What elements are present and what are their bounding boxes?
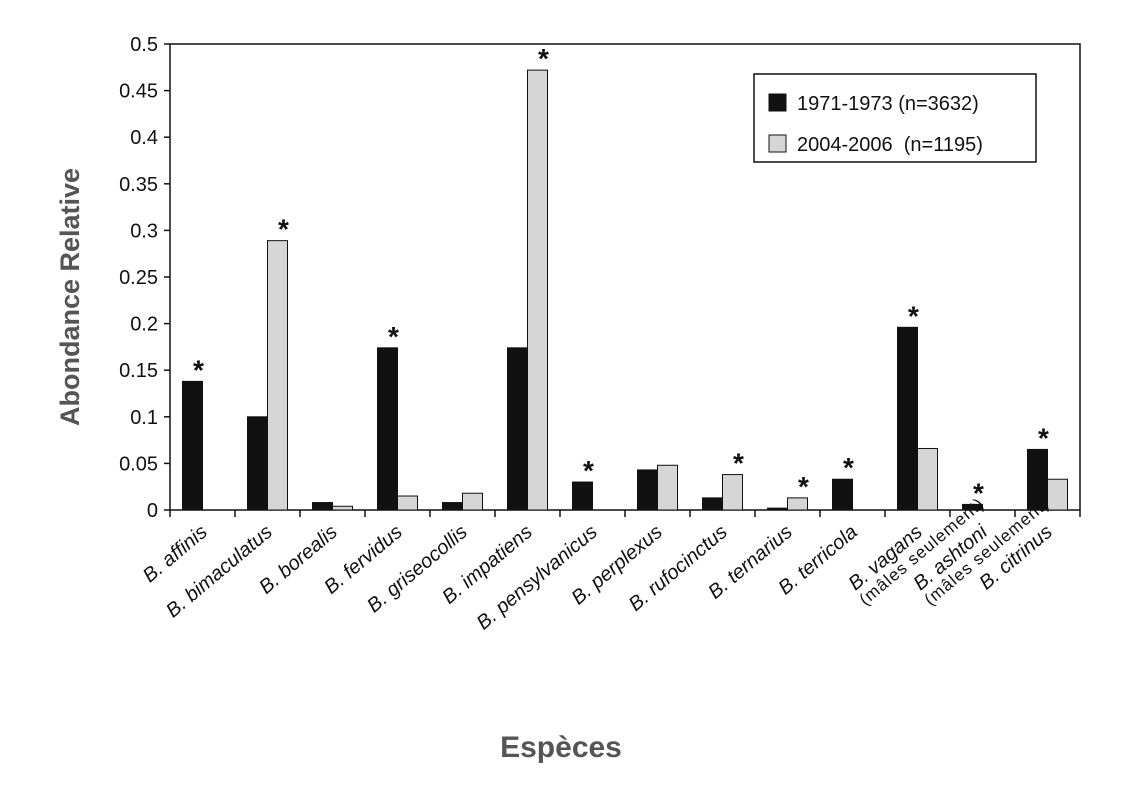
legend-label-1971-1973: 1971-1973 (n=3632) (797, 93, 979, 115)
category-label-text: B. pensylvanicus (473, 521, 602, 634)
bar-1971-1973 (377, 347, 398, 511)
y-tick-label: 0.4 (130, 127, 158, 149)
bar-1971-1973 (247, 416, 268, 511)
significance-star: * (973, 477, 984, 508)
bar-2004-2006 (397, 495, 418, 511)
significance-star: * (843, 452, 854, 483)
x-axis-title: Espèces (500, 731, 622, 764)
bar-2004-2006 (527, 69, 548, 511)
category-label: B. pensylvanicus (473, 521, 602, 634)
bar-1971-1973 (507, 347, 528, 511)
bar-1971-1973 (832, 478, 853, 511)
bar-1971-1973 (442, 502, 463, 511)
significance-markers: * * * * * * * * * * * (193, 43, 1049, 508)
bar-2004-2006 (657, 464, 678, 511)
bar-2004-2006 (267, 240, 288, 511)
y-tick-label: 0.2 (130, 314, 158, 336)
significance-star: * (193, 354, 204, 385)
significance-star: * (908, 300, 919, 331)
bars (182, 69, 1068, 511)
bar-2004-2006 (722, 474, 743, 511)
bar-2004-2006 (332, 505, 353, 511)
significance-star: * (798, 471, 809, 502)
significance-star: * (278, 214, 289, 245)
legend: 1971-1973 (n=3632) 2004-2006 (n=1195) (753, 73, 1037, 163)
bar-1971-1973 (767, 507, 788, 511)
y-tick-label: 0.15 (119, 360, 158, 382)
bar-1971-1973 (572, 481, 593, 511)
bar-1971-1973 (312, 502, 333, 511)
bar-2004-2006 (462, 492, 483, 511)
legend-swatch-1971-1973 (768, 93, 787, 112)
y-tick-label: 0.25 (119, 267, 158, 289)
bar-1971-1973 (637, 469, 658, 511)
bar-2004-2006 (787, 497, 808, 511)
y-tick-label: 0.1 (130, 407, 158, 429)
y-tick-label: 0 (147, 500, 158, 522)
x-axis (169, 510, 1081, 517)
bar-1971-1973 (702, 497, 723, 511)
legend-swatch-2004-2006 (768, 134, 787, 153)
significance-star: * (583, 455, 594, 486)
y-tick-label: 0.45 (119, 81, 158, 103)
y-tick-label: 0.3 (130, 220, 158, 242)
bar-1971-1973 (962, 503, 983, 511)
bar-1971-1973 (897, 326, 918, 511)
legend-label-2004-2006: 2004-2006 (n=1195) (797, 134, 983, 156)
y-tick-label: 0.5 (130, 34, 158, 56)
bar-2004-2006 (1047, 478, 1068, 511)
y-tick-label: 0.05 (119, 453, 158, 475)
legend-box (753, 73, 1037, 163)
bar-1971-1973 (182, 380, 203, 511)
significance-star: * (1038, 422, 1049, 453)
significance-star: * (388, 321, 399, 352)
y-tick-label: 0.35 (119, 174, 158, 196)
bar-2004-2006 (917, 447, 938, 511)
y-axis: 0 0.05 0.1 0.15 0.2 0.25 0.3 0.35 0.4 0.45 0.5 (119, 34, 170, 522)
significance-star: * (733, 448, 744, 479)
significance-star: * (538, 43, 549, 74)
y-axis-title: Abondance Relative (55, 168, 85, 426)
